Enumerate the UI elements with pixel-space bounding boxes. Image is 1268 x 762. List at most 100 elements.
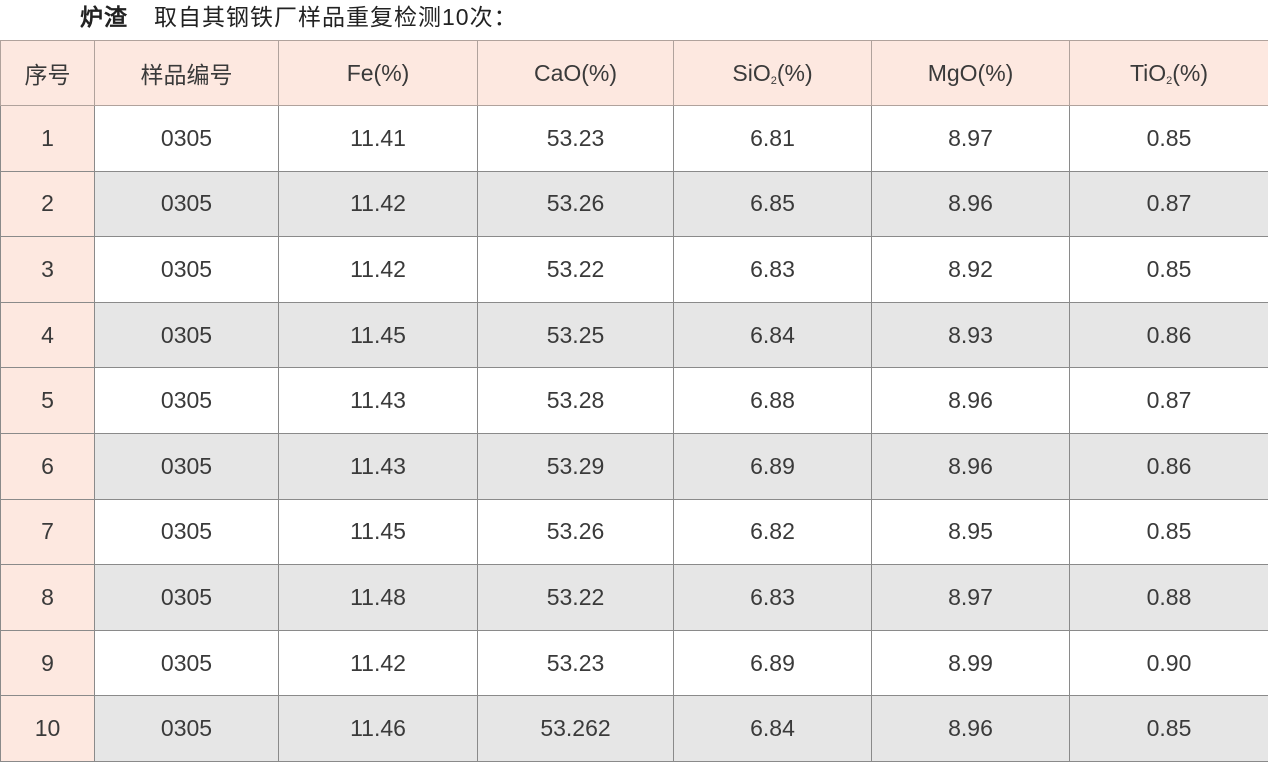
table-cell: 0.87 xyxy=(1069,367,1268,434)
table-cell: 6.85 xyxy=(673,170,872,238)
header-base: SiO xyxy=(732,59,771,86)
table-row: 8 0305 11.48 53.22 6.83 8.97 0.88 xyxy=(0,564,1268,631)
table-cell: 8.96 xyxy=(871,432,1070,500)
header-suffix: (%) xyxy=(977,59,1014,86)
row-index-cell: 4 xyxy=(0,301,95,369)
row-index-cell: 6 xyxy=(0,432,95,500)
column-header: CaO(%) xyxy=(477,40,674,106)
table-cell: 8.95 xyxy=(871,498,1070,566)
table-cell: 6.89 xyxy=(673,432,872,500)
table-cell: 53.29 xyxy=(477,432,674,500)
header-base: CaO xyxy=(533,59,582,86)
table-caption: 炉渣 取自其钢铁厂样品重复检测10次： xyxy=(0,0,1268,40)
table-cell: 6.82 xyxy=(673,498,872,566)
table-cell: 11.43 xyxy=(278,367,478,434)
table-cell: 0305 xyxy=(94,301,279,369)
row-index-cell: 5 xyxy=(0,367,95,434)
table-cell: 53.22 xyxy=(477,564,674,631)
table-cell: 11.45 xyxy=(278,301,478,369)
column-header: TiO2(%) xyxy=(1069,40,1268,106)
table-cell: 11.45 xyxy=(278,498,478,566)
header-suffix: (%) xyxy=(373,59,410,86)
row-index-cell: 3 xyxy=(0,236,95,303)
table-cell: 0.85 xyxy=(1069,105,1268,172)
header-sub: 2 xyxy=(1166,74,1173,87)
table-cell: 11.42 xyxy=(278,629,478,697)
table-cell: 11.41 xyxy=(278,105,478,172)
table-row: 7 0305 11.45 53.26 6.82 8.95 0.85 xyxy=(0,498,1268,566)
header-row: 序号 样品编号 Fe(%) CaO(%) SiO2(%) MgO(%) TiO2(%) xyxy=(0,40,1268,106)
table-cell: 0.90 xyxy=(1069,629,1268,697)
table-cell: 11.48 xyxy=(278,564,478,631)
table-cell: 6.84 xyxy=(673,301,872,369)
table-cell: 6.81 xyxy=(673,105,872,172)
table-cell: 11.46 xyxy=(278,695,478,762)
table-cell: 0.85 xyxy=(1069,695,1268,762)
row-index-cell: 8 xyxy=(0,564,95,631)
header-suffix: (%) xyxy=(776,59,813,86)
table-cell: 6.83 xyxy=(673,564,872,631)
header-suffix: (%) xyxy=(581,59,618,86)
column-header: SiO2(%) xyxy=(673,40,872,106)
table-row: 5 0305 11.43 53.28 6.88 8.96 0.87 xyxy=(0,367,1268,434)
column-header: 序号 xyxy=(0,40,95,106)
table-row: 10 0305 11.46 53.262 6.84 8.96 0.85 xyxy=(0,695,1268,762)
table-cell: 8.93 xyxy=(871,301,1070,369)
table-cell: 0.88 xyxy=(1069,564,1268,631)
table-row: 4 0305 11.45 53.25 6.84 8.93 0.86 xyxy=(0,301,1268,369)
table-cell: 0305 xyxy=(94,564,279,631)
caption-text: 取自其钢铁厂样品重复检测10次： xyxy=(154,4,518,30)
table-cell: 53.22 xyxy=(477,236,674,303)
row-index-cell: 7 xyxy=(0,498,95,566)
column-header: Fe(%) xyxy=(278,40,478,106)
table-cell: 53.26 xyxy=(477,498,674,566)
table-cell: 0.87 xyxy=(1069,170,1268,238)
table-cell: 0.85 xyxy=(1069,236,1268,303)
table-cell: 11.42 xyxy=(278,236,478,303)
table-row: 3 0305 11.42 53.22 6.83 8.92 0.85 xyxy=(0,236,1268,303)
table-cell: 11.43 xyxy=(278,432,478,500)
column-header: 样品编号 xyxy=(94,40,279,106)
header-suffix: (%) xyxy=(1172,59,1209,86)
table-cell: 0.86 xyxy=(1069,301,1268,369)
table-cell: 8.96 xyxy=(871,367,1070,434)
row-index-cell: 2 xyxy=(0,170,95,238)
table-row: 9 0305 11.42 53.23 6.89 8.99 0.90 xyxy=(0,629,1268,697)
table-cell: 8.96 xyxy=(871,695,1070,762)
table-cell: 53.23 xyxy=(477,105,674,172)
table-cell: 53.23 xyxy=(477,629,674,697)
table-cell: 0305 xyxy=(94,105,279,172)
column-header: MgO(%) xyxy=(871,40,1070,106)
header-base: Fe xyxy=(346,59,374,86)
table-cell: 6.83 xyxy=(673,236,872,303)
row-index-cell: 1 xyxy=(0,105,95,172)
header-sub: 2 xyxy=(770,74,777,87)
table-cell: 53.26 xyxy=(477,170,674,238)
caption-label: 炉渣 xyxy=(80,4,128,30)
table-cell: 8.99 xyxy=(871,629,1070,697)
table-cell: 6.89 xyxy=(673,629,872,697)
table-cell: 6.84 xyxy=(673,695,872,762)
table-cell: 53.25 xyxy=(477,301,674,369)
table-row: 2 0305 11.42 53.26 6.85 8.96 0.87 xyxy=(0,170,1268,238)
table-cell: 0.85 xyxy=(1069,498,1268,566)
table-cell: 8.97 xyxy=(871,105,1070,172)
header-base: 序号 xyxy=(24,62,71,88)
table-cell: 0.86 xyxy=(1069,432,1268,500)
row-index-cell: 9 xyxy=(0,629,95,697)
table-cell: 53.28 xyxy=(477,367,674,434)
table-cell: 0305 xyxy=(94,629,279,697)
table-cell: 0305 xyxy=(94,432,279,500)
table-cell: 0305 xyxy=(94,498,279,566)
table-cell: 11.42 xyxy=(278,170,478,238)
table-cell: 0305 xyxy=(94,695,279,762)
table-cell: 53.262 xyxy=(477,695,674,762)
table-cell: 8.96 xyxy=(871,170,1070,238)
row-index-cell: 10 xyxy=(0,695,95,762)
table-row: 6 0305 11.43 53.29 6.89 8.96 0.86 xyxy=(0,432,1268,500)
table-cell: 8.92 xyxy=(871,236,1070,303)
table-row: 1 0305 11.41 53.23 6.81 8.97 0.85 xyxy=(0,105,1268,172)
table-cell: 0305 xyxy=(94,367,279,434)
table-cell: 8.97 xyxy=(871,564,1070,631)
